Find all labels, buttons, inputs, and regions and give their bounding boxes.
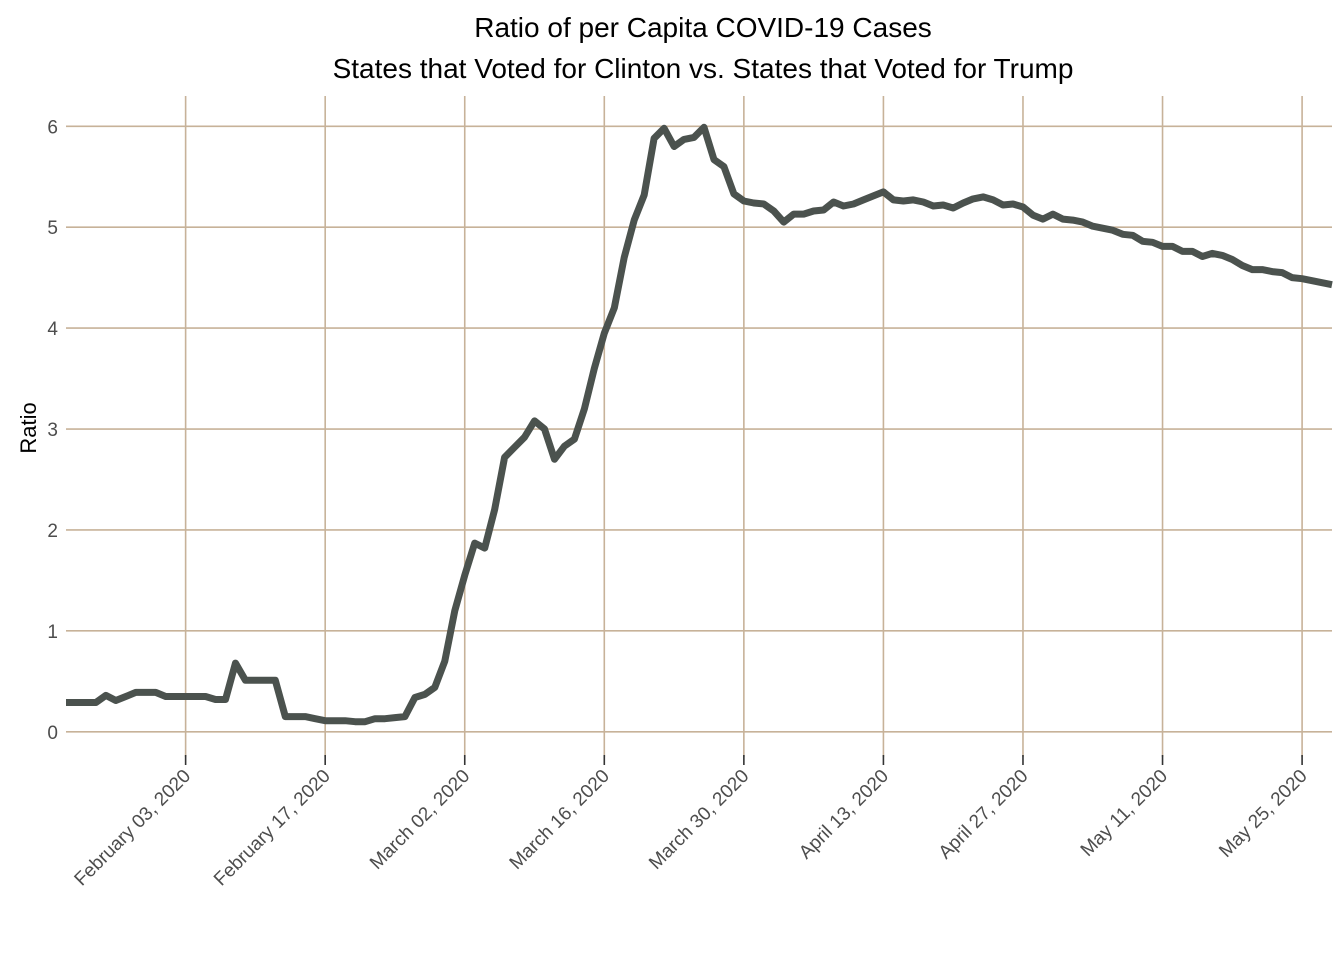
- x-tick-label: May 11, 2020: [1077, 766, 1172, 861]
- chart-title-line-1: Ratio of per Capita COVID-19 Cases: [474, 12, 932, 43]
- x-tick-label: March 30, 2020: [645, 766, 753, 874]
- x-tick-label: February 17, 2020: [210, 766, 335, 891]
- y-tick-label: 4: [47, 319, 58, 340]
- series-line: [66, 123, 1333, 726]
- y-tick-label: 0: [47, 723, 58, 744]
- x-axis-ticks: [184, 755, 1303, 765]
- chart-title-line-2: States that Voted for Clinton vs. States…: [333, 53, 1074, 84]
- x-tick-label: March 16, 2020: [506, 766, 614, 874]
- series-layer: [66, 123, 1333, 726]
- x-tick-label: March 02, 2020: [366, 766, 474, 874]
- y-tick-label: 3: [47, 420, 58, 441]
- y-tick-label: 6: [47, 117, 58, 138]
- y-gridlines: [66, 125, 1332, 733]
- x-tick-label: May 25, 2020: [1215, 766, 1311, 862]
- x-gridlines: [184, 96, 1303, 757]
- y-axis-title: Ratio: [16, 402, 41, 453]
- y-tick-label: 1: [47, 622, 58, 643]
- x-tick-label: April 27, 2020: [935, 766, 1033, 864]
- x-tick-label: April 13, 2020: [795, 766, 893, 864]
- y-tick-label: 2: [47, 521, 58, 542]
- y-axis-tick-labels: 0 1 2 3 4 5 6: [47, 117, 58, 743]
- x-axis-tick-labels: February 03, 2020 February 17, 2020 March …: [71, 766, 1312, 891]
- x-tick-label: February 03, 2020: [71, 766, 196, 891]
- y-tick-label: 5: [47, 218, 58, 239]
